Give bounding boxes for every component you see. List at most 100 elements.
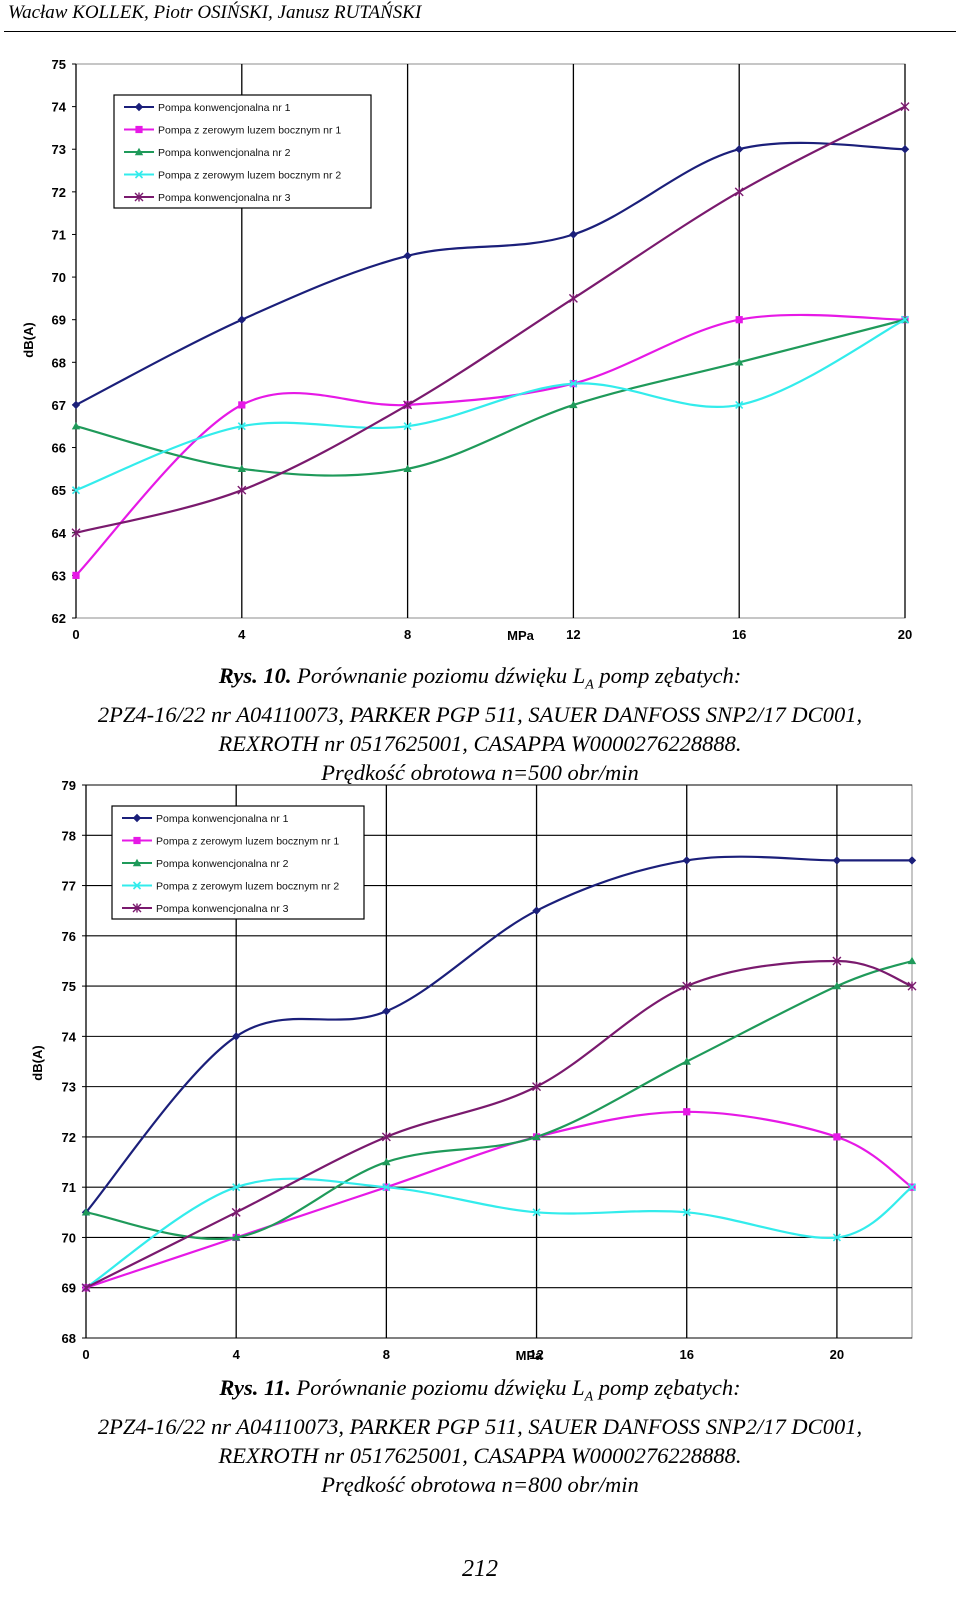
- triangle-marker: [134, 147, 144, 156]
- diamond-marker: [403, 251, 412, 260]
- figure-number: Rys. 11.: [219, 1375, 291, 1400]
- figure-number: Rys. 10.: [218, 663, 292, 688]
- x-axis-label: MPa: [516, 1348, 544, 1363]
- caption-line-3: REXROTH nr 0517625001, CASAPPA W00002762…: [218, 730, 742, 756]
- star-marker: [907, 981, 917, 991]
- triangle-marker: [569, 400, 578, 409]
- star-marker: [734, 187, 744, 197]
- y-tick-label: 73: [52, 142, 66, 157]
- legend-item: Pompa konwencjonalna nr 3: [122, 903, 289, 915]
- x-tick-label: 16: [732, 627, 746, 642]
- legend-item: Pompa z zerowym luzem bocznym nr 1: [122, 836, 339, 848]
- y-tick-label: 68: [52, 355, 66, 370]
- legend-item: Pompa konwencjonalna nr 3: [124, 192, 291, 204]
- series-1: [71, 141, 910, 410]
- caption-text: pomp zębatych:: [598, 1375, 741, 1400]
- chart-rys-10-svg: 62 63 64 65 66 67 68 69 70 71 72 73 74 75 0 4 8 12 16 20 MPa…: [21, 57, 912, 643]
- star-marker: [231, 1207, 241, 1217]
- diamond-marker: [735, 145, 744, 154]
- y-tick-label: 75: [52, 57, 66, 72]
- legend-box: [113, 94, 372, 209]
- x-marker: [682, 1208, 691, 1217]
- diamond-marker: [71, 400, 81, 410]
- square-marker: [72, 571, 80, 579]
- diamond-marker: [237, 315, 246, 324]
- legend-box: [111, 805, 365, 920]
- triangle-marker: [231, 1233, 241, 1241]
- star-marker: [134, 192, 144, 202]
- caption-rys-10: Rys. 10. Porównanie poziomu dźwięku LA p…: [0, 661, 960, 787]
- series-4: [71, 315, 910, 495]
- diamond-marker: [569, 230, 578, 239]
- caption-line-2: 2PZ4-16/22 nr A04110073, PARKER PGP 511,…: [97, 1413, 863, 1439]
- chart-rys-10: 62 63 64 65 66 67 68 69 70 71 72 73 74 75 0 4 8 12 16 20 MPa…: [0, 50, 960, 660]
- caption-line-1: Rys. 10. Porównanie poziomu dźwięku LA p…: [0, 661, 960, 700]
- series-line: [85, 855, 912, 1214]
- legend-label: Pompa konwencjonalna nr 1: [156, 813, 289, 825]
- legend-item: Pompa z zerowym luzem bocznym nr 2: [122, 881, 339, 893]
- star-marker: [900, 102, 910, 112]
- x-tick-label: 8: [404, 627, 411, 642]
- y-tick-label: 63: [52, 568, 66, 583]
- legend-label: Pompa konwencjonalna nr 1: [158, 102, 291, 114]
- square-marker: [833, 1133, 841, 1141]
- star-marker: [682, 981, 692, 991]
- x-tick-label: 0: [82, 1347, 89, 1362]
- x-marker: [907, 1183, 917, 1192]
- x-tick-label: 12: [529, 1347, 543, 1362]
- y-tick-label: 71: [52, 227, 66, 242]
- x-tick-label: 0: [72, 627, 79, 642]
- y-tick-label: 74: [62, 1029, 77, 1044]
- star-marker: [81, 1283, 91, 1293]
- series-line: [75, 318, 906, 492]
- y-tick-label: 74: [52, 100, 67, 115]
- square-marker: [133, 836, 141, 845]
- y-tick-label: 69: [52, 313, 66, 328]
- legend-label: Pompa konwencjonalna nr 3: [158, 192, 291, 204]
- y-tick-label: 62: [52, 611, 66, 626]
- legend-item: Pompa konwencjonalna nr 2: [122, 858, 289, 870]
- series-5: [71, 102, 910, 538]
- x-marker: [832, 1233, 841, 1242]
- x-marker: [403, 422, 412, 431]
- y-tick-label: 69: [62, 1281, 76, 1296]
- caption-line-4: Prędkość obrotowa n=500 obr/min: [321, 759, 639, 785]
- y-tick-label: 77: [62, 879, 76, 894]
- diamond-marker: [231, 1032, 241, 1041]
- series-line: [85, 1177, 913, 1289]
- star-marker: [532, 1082, 542, 1092]
- x-marker: [237, 422, 246, 431]
- triangle-marker: [907, 956, 917, 965]
- legend-item: Pompa z zerowym luzem bocznym nr 1: [124, 125, 341, 137]
- y-tick-label: 65: [52, 483, 66, 498]
- legend-label: Pompa konwencjonalna nr 2: [156, 858, 289, 870]
- triangle-marker: [81, 1208, 91, 1216]
- x-tick-label: 20: [830, 1347, 844, 1362]
- x-tick-label: 20: [898, 627, 912, 642]
- square-marker: [135, 125, 143, 134]
- x-tick-label: 12: [566, 627, 580, 642]
- chart-rys-11: 68 69 70 71 72 73 74 75 76 77 78 79 0 4 8 12 16 20 MPa dB(A…: [0, 773, 960, 1373]
- x-marker: [735, 400, 744, 409]
- y-tick-label: 76: [62, 929, 76, 944]
- triangle-marker: [832, 981, 842, 990]
- x-tick-label: 4: [238, 627, 246, 642]
- legend-label: Pompa z zerowym luzem bocznym nr 2: [158, 170, 341, 182]
- diamond-marker: [132, 813, 142, 823]
- caption-line-1: Rys. 11. Porównanie poziomu dźwięku LA p…: [0, 1373, 960, 1412]
- legend-label: Pompa z zerowym luzem bocznym nr 2: [156, 881, 339, 893]
- triangle-marker: [403, 464, 412, 473]
- series-line: [75, 141, 906, 406]
- y-axis-label: dB(A): [30, 1045, 45, 1080]
- series-5: [81, 956, 917, 1293]
- x-marker: [532, 1208, 541, 1217]
- caption-line-2: 2PZ4-16/22 nr A04110073, PARKER PGP 511,…: [97, 701, 863, 727]
- star-marker: [71, 528, 81, 538]
- y-tick-label: 66: [52, 441, 66, 456]
- x-tick-label: 4: [233, 1347, 241, 1362]
- y-tick-label: 73: [62, 1080, 76, 1095]
- series-line: [75, 105, 906, 534]
- chart-rys-11-svg: 68 69 70 71 72 73 74 75 76 77 78 79 0 4 8 12 16 20 MPa dB(A…: [30, 778, 917, 1363]
- diamond-marker: [532, 906, 541, 915]
- y-tick-label: 79: [62, 778, 76, 793]
